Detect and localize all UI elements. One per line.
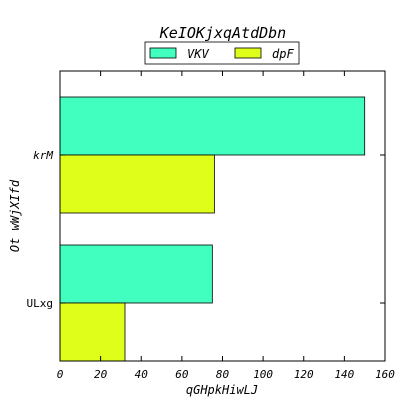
bar-vkv-krm [59, 96, 366, 156]
chart-title: KeIOKjxqAtdDbn [159, 24, 286, 42]
x-tick-label: 0 [57, 368, 64, 381]
y-axis-ticks: krM ULxg [27, 149, 385, 310]
x-tick-label: 140 [334, 368, 354, 381]
x-tick-label: 60 [175, 368, 189, 381]
x-axis-ticks: 0 20 40 60 80 100 120 140 160 [57, 71, 395, 381]
legend-swatch-vkv [149, 47, 177, 59]
legend-label-dpf: dpF [272, 47, 294, 61]
legend-box [144, 41, 300, 65]
x-axis-label: qGHpkHiwLJ [186, 383, 258, 397]
x-tick-label: 20 [94, 368, 108, 381]
x-tick-label: 120 [294, 368, 314, 381]
x-tick-label: 80 [216, 368, 230, 381]
bar-vkv-ulxg [59, 244, 213, 304]
y-axis-label: Ot wWjXIfd [8, 179, 22, 252]
legend-label-vkv: VKV [187, 47, 209, 61]
x-tick-label: 100 [253, 368, 273, 381]
bar-dpf-ulxg [59, 302, 126, 362]
y-tick-label-krm: krM [33, 149, 53, 162]
legend-swatch-dpf [234, 47, 262, 59]
x-tick-label: 40 [135, 368, 149, 381]
y-tick-label-ulxg: ULxg [27, 297, 54, 310]
x-tick-label: 160 [375, 368, 395, 381]
bars-group [59, 96, 366, 362]
bar-dpf-krm [59, 154, 215, 214]
legend: VKV dpF [144, 41, 300, 65]
